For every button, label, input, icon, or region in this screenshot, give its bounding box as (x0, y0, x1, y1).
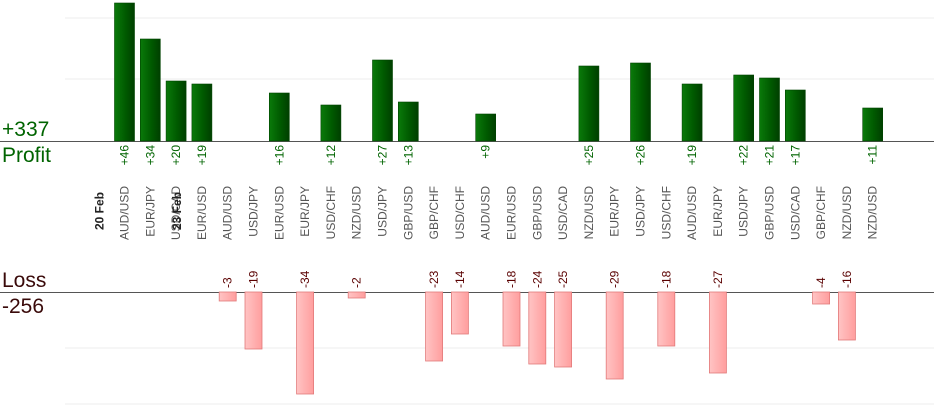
pair-label: EUR/USD (272, 186, 286, 240)
loss-value-label: -14 (453, 270, 467, 288)
profit-bar (759, 77, 780, 142)
profit-bar (578, 65, 600, 142)
profit-bar (165, 80, 187, 142)
loss-value-label: -29 (608, 270, 622, 288)
pair-label: AUD/USD (685, 186, 699, 240)
pair-label: GBP/CHF (427, 186, 441, 239)
profit-value-label: +26 (634, 145, 648, 166)
pair-label: NZD/USD (350, 186, 364, 240)
loss-value-label: -18 (659, 270, 673, 288)
loss-value-label: -2 (350, 277, 364, 288)
loss-value-label: -25 (556, 270, 570, 288)
loss-bar (502, 291, 521, 347)
loss-bar (450, 291, 469, 335)
profit-value-label: +17 (788, 145, 802, 166)
loss-bar (554, 291, 572, 368)
pair-label: USD/CHF (324, 186, 338, 239)
profit-bar (681, 83, 703, 142)
pair-label: EUR/JPY (298, 186, 312, 237)
pair-label: AUD/USD (118, 186, 132, 240)
loss-bar (812, 291, 830, 305)
profit-value-label: +22 (737, 145, 751, 166)
pair-label: USD/CAD (169, 186, 183, 240)
profit-value-label: +9 (479, 145, 493, 159)
pair-label: NZD/USD (840, 186, 854, 240)
loss-bar (244, 291, 263, 350)
loss-bar (296, 291, 315, 395)
profit-bar (397, 101, 419, 142)
loss-value-label: -27 (711, 270, 725, 288)
pair-label: USD/CAD (788, 186, 802, 240)
pair-label: GBP/CHF (814, 186, 828, 239)
pair-label: USD/JPY (634, 186, 648, 237)
profit-bar (372, 59, 393, 142)
profit-value-label: +34 (143, 145, 157, 166)
profit-bar (733, 74, 755, 142)
profit-bar (784, 89, 806, 142)
loss-label: Loss (2, 269, 47, 292)
profit-bar (320, 104, 342, 142)
profit-value-label: +19 (685, 145, 699, 166)
profit-bar (114, 2, 135, 142)
loss-value-label: -34 (298, 270, 312, 288)
pair-label: AUD/USD (221, 186, 235, 240)
profit-value-label: +16 (272, 145, 286, 166)
pair-label: GBP/USD (401, 186, 415, 240)
profit-value-label: +12 (324, 145, 338, 166)
profit-value-label: +19 (195, 145, 209, 166)
loss-value-label: -24 (530, 270, 544, 288)
pair-label: USD/JPY (376, 186, 390, 237)
pair-label: USD/JPY (737, 186, 751, 237)
pair-label: GBP/USD (530, 186, 544, 240)
pair-label: EUR/JPY (143, 186, 157, 237)
loss-value-label: -3 (221, 277, 235, 288)
profit-value-label: +27 (376, 145, 390, 166)
profit-label: Profit (2, 144, 52, 167)
pair-label: EUR/JPY (711, 186, 725, 237)
pair-label: GBP/USD (763, 186, 777, 240)
pair-label: USD/CHF (453, 186, 467, 239)
loss-bar (605, 291, 624, 380)
loss-bar (218, 291, 237, 302)
profit-value-label: +25 (582, 145, 596, 166)
loss-bar (657, 291, 676, 347)
pair-label: USD/CAD (556, 186, 570, 240)
profit-value-label: +11 (866, 145, 880, 165)
profit-value-label: +20 (169, 145, 183, 166)
profit-bar (268, 92, 290, 142)
profit-total: +337 (2, 118, 50, 141)
pair-label: AUD/USD (479, 186, 493, 240)
loss-total: -256 (2, 295, 45, 318)
profit-value-label: +13 (401, 145, 415, 166)
loss-bar (709, 291, 727, 374)
pair-label: USD/CHF (659, 186, 673, 239)
profit-bar (475, 113, 497, 142)
label-layer: +46 AUD/USD 20 Feb +34 EUR/JPY +20 USD/CAD +19 E… (93, 145, 880, 288)
profit-bar (862, 107, 884, 142)
loss-value-label: -4 (814, 277, 828, 288)
pair-label: NZD/USD (866, 186, 880, 240)
profit-value-label: +21 (763, 145, 777, 166)
bar-layer (114, 2, 884, 395)
loss-value-label: -16 (840, 270, 854, 288)
pair-label: USD/JPY (247, 186, 261, 237)
loss-bar (838, 291, 856, 341)
date-label: 20 Feb (93, 192, 107, 230)
pair-label: EUR/USD (195, 186, 209, 240)
loss-bar (528, 291, 547, 365)
date-label: 23 Feb (170, 192, 184, 230)
loss-bar (425, 291, 444, 362)
loss-bar (347, 291, 366, 299)
loss-value-label: -19 (247, 270, 261, 288)
loss-value-label: -18 (505, 270, 519, 288)
profit-bar (630, 62, 651, 142)
profit-bar (140, 38, 161, 142)
pair-label: EUR/JPY (608, 186, 622, 237)
profit-value-label: +46 (118, 145, 132, 166)
profit-bar (191, 83, 213, 142)
pair-label: NZD/USD (582, 186, 596, 240)
pair-label: EUR/USD (505, 186, 519, 240)
loss-value-label: -23 (427, 270, 441, 288)
